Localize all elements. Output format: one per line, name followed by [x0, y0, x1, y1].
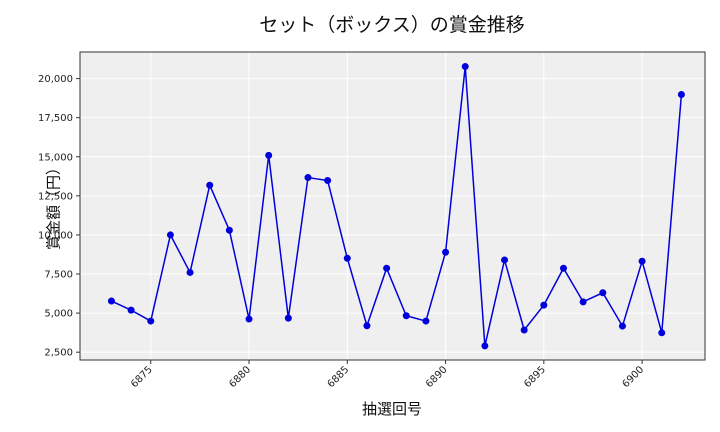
x-axis-label: 抽選回号 [361, 400, 423, 418]
data-point [363, 322, 371, 330]
x-tick-label: 6900 [620, 364, 646, 390]
data-point [166, 231, 174, 239]
y-tick-label: 2,500 [44, 348, 73, 359]
data-point [127, 306, 135, 314]
data-point [579, 298, 587, 306]
chart-title: セット（ボックス）の賞金推移 [259, 14, 525, 36]
y-axis-label: 賞金額（円） [44, 159, 63, 251]
data-point [304, 174, 312, 182]
data-point [618, 322, 626, 330]
data-point [442, 248, 450, 256]
data-point [284, 314, 292, 322]
data-point [520, 326, 528, 334]
y-tick-label: 15,000 [38, 152, 73, 163]
data-point [677, 91, 685, 99]
data-point [540, 301, 548, 309]
data-line [111, 66, 683, 347]
data-point [461, 63, 469, 71]
x-axis: 6875 6880 6885 6890 6895 6900 [129, 360, 646, 390]
data-markers [107, 63, 685, 350]
data-point [559, 264, 567, 272]
y-tick-label: 17,500 [38, 113, 73, 124]
data-point [422, 317, 430, 325]
data-point [501, 256, 509, 264]
y-tick-label: 5,000 [44, 309, 73, 320]
y-tick-label: 10,000 [38, 230, 73, 241]
data-point [481, 342, 489, 350]
data-point [265, 151, 273, 159]
y-tick-label: 12,500 [38, 191, 73, 202]
data-point [186, 268, 194, 276]
data-point [402, 312, 410, 320]
x-tick-label: 6875 [129, 364, 155, 390]
data-point [225, 226, 233, 234]
data-point [245, 315, 253, 323]
data-point [599, 289, 607, 297]
data-point [147, 317, 155, 325]
x-tick-label: 6880 [227, 364, 253, 390]
data-point [343, 254, 351, 262]
data-point [206, 181, 214, 189]
plot-area [79, 51, 706, 361]
y-tick-label: 20,000 [38, 74, 73, 85]
x-tick-label: 6895 [522, 364, 548, 390]
data-point [658, 329, 666, 337]
y-axis: 2,500 5,000 7,500 10,000 12,500 15,000 17,500 2… [38, 74, 80, 359]
x-tick-label: 6885 [326, 364, 352, 390]
x-tick-label: 6890 [424, 364, 450, 390]
data-point [383, 264, 391, 272]
y-tick-label: 7,500 [44, 270, 73, 281]
data-point [107, 297, 115, 305]
gridlines [79, 51, 706, 361]
data-point [638, 257, 646, 265]
data-point [324, 177, 332, 185]
